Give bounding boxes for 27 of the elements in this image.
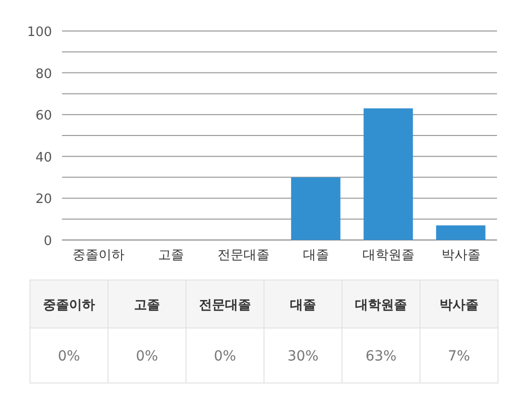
x-tick-label: 고졸 (158, 248, 184, 263)
y-tick-label: 80 (35, 66, 52, 82)
category-label: 대졸 (290, 298, 316, 313)
data-label: 30% (287, 348, 319, 364)
bar (364, 108, 413, 240)
data-label: 7% (448, 348, 470, 364)
y-tick-label: 20 (35, 192, 52, 208)
data-label: 0% (136, 348, 158, 364)
x-tick-label: 전문대졸 (217, 248, 270, 263)
data-label: 0% (58, 348, 80, 364)
category-label: 중졸이하 (43, 298, 95, 313)
y-tick-label: 100 (27, 25, 52, 40)
x-tick-label: 대학원졸 (362, 248, 414, 263)
bar (436, 225, 486, 240)
category-label: 고졸 (134, 298, 160, 313)
category-label: 박사졸 (440, 298, 478, 313)
x-tick-label: 대졸 (302, 248, 329, 263)
y-tick-label: 60 (35, 108, 52, 124)
x-tick-label: 박사졸 (441, 248, 480, 263)
data-label: 63% (365, 348, 397, 364)
data-label: 0% (214, 348, 236, 364)
y-tick-label: 0 (44, 234, 52, 249)
y-tick-label: 40 (35, 150, 52, 166)
x-tick-label: 중졸이하 (72, 248, 124, 263)
bar (291, 177, 340, 240)
category-label: 대학원졸 (355, 298, 407, 313)
category-label: 전문대졸 (199, 298, 251, 313)
